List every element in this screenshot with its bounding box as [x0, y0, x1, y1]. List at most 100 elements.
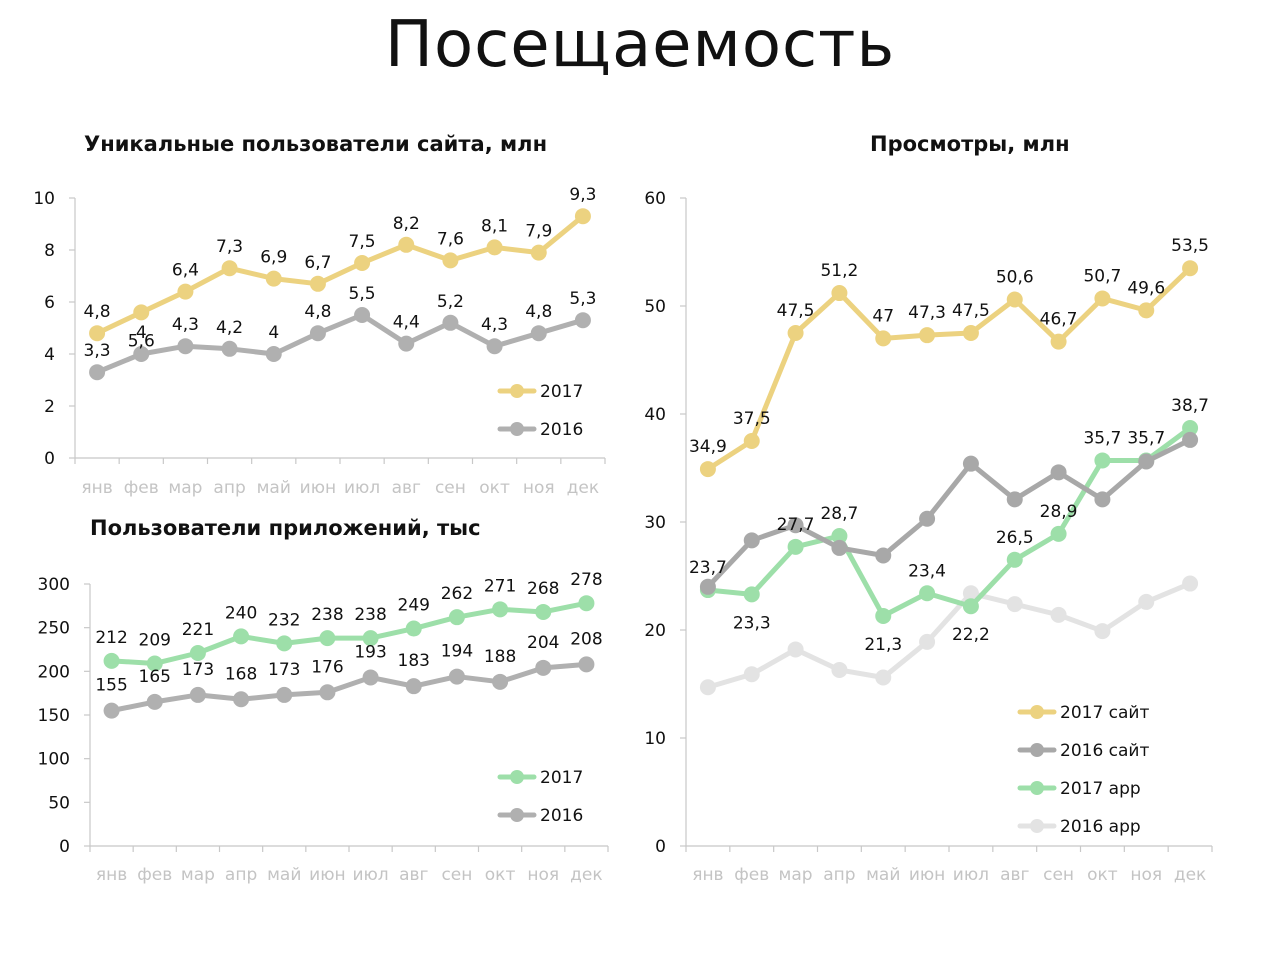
- app-x-tick-label: июл: [352, 865, 388, 885]
- site-data-label: 9,3: [569, 185, 596, 205]
- site-data-point: [133, 304, 150, 321]
- app-data-point: [233, 628, 250, 645]
- views-data-point: [787, 517, 804, 534]
- app-data-point: [233, 691, 250, 708]
- page-title: Посещаемость: [384, 8, 896, 82]
- site-data-label: 4,2: [216, 318, 243, 338]
- views-data-point: [919, 510, 936, 527]
- site-x-tick-label: мар: [168, 478, 202, 498]
- views-data-point: [875, 330, 892, 347]
- views-data-label: 47,3: [908, 303, 946, 323]
- views-data-point: [875, 607, 892, 624]
- views-x-tick-label: апр: [823, 865, 855, 885]
- views-data-label: 47,5: [777, 301, 815, 321]
- views-data-label: 27,7: [777, 515, 815, 535]
- site-data-label: 4,8: [84, 302, 111, 322]
- app-data-label: 204: [527, 633, 559, 653]
- views-x-tick-label: окт: [1087, 865, 1118, 885]
- site-data-label: 5,6: [128, 331, 155, 351]
- views-data-label: 37,5: [733, 409, 771, 429]
- views-data-label: 51,2: [820, 261, 858, 281]
- app-legend-swatch-dot: [510, 770, 524, 784]
- app-data-label: 278: [570, 570, 602, 590]
- views-data-point: [831, 528, 848, 545]
- views-data-label: 38,7: [1171, 396, 1209, 416]
- app-data-label: 232: [268, 610, 300, 630]
- views-data-label: 21,3: [864, 635, 902, 655]
- app-data-point: [103, 652, 120, 669]
- app-data-label: 209: [139, 630, 171, 650]
- site-data-label: 8,2: [393, 214, 420, 234]
- site-data-point: [486, 239, 503, 256]
- site-data-label: 5,3: [569, 289, 596, 309]
- site-series-line: [94, 213, 586, 336]
- app-data-label: 194: [441, 642, 473, 662]
- app-x-tick-label: мар: [181, 865, 215, 885]
- views-data-point: [1006, 291, 1023, 308]
- views-data-point: [787, 325, 804, 341]
- views-y-tick-label: 20: [644, 621, 666, 641]
- site-x-tick-label: окт: [479, 478, 510, 498]
- views-y-tick-label: 50: [644, 297, 666, 317]
- views-legend-label: 2017 app: [1060, 779, 1141, 799]
- views-legend-label: 2017 сайт: [1060, 703, 1149, 723]
- app-x-tick-label: сен: [441, 865, 472, 885]
- views-x-tick-label: янв: [692, 865, 723, 885]
- app-data-point: [405, 620, 422, 637]
- site-data-point: [265, 346, 282, 362]
- views-data-label: 47: [872, 306, 894, 326]
- site-data-point: [265, 270, 282, 287]
- chart-title-app: Пользователи приложений, тыс: [90, 516, 481, 540]
- site-data-point: [354, 255, 371, 271]
- site-data-label: 4,8: [525, 302, 552, 322]
- site-data-label: 5,5: [349, 284, 376, 304]
- app-data-point: [189, 686, 206, 703]
- views-data-label: 23,4: [908, 561, 946, 581]
- site-data-point: [574, 208, 591, 225]
- app-data-point: [319, 630, 336, 647]
- views-x-tick-label: май: [866, 865, 900, 885]
- views-data-label: 35,7: [1127, 428, 1165, 448]
- views-data-label: 35,7: [1083, 428, 1121, 448]
- site-x-tick-label: авг: [392, 478, 421, 498]
- app-data-point: [578, 595, 595, 612]
- site-data-label: 6,9: [260, 248, 287, 268]
- app-x-tick-label: ноя: [527, 865, 559, 885]
- app-x-tick-label: дек: [570, 865, 602, 885]
- site-x-tick-label: апр: [213, 478, 245, 498]
- site-data-point: [398, 335, 415, 352]
- views-x-tick-label: дек: [1174, 865, 1206, 885]
- app-x-tick-label: янв: [96, 865, 127, 885]
- views-data-label: 26,5: [996, 528, 1034, 548]
- views-data-point: [1050, 606, 1067, 623]
- app-data-label: 212: [95, 628, 127, 648]
- views-data-point: [787, 538, 804, 555]
- app-data-point: [448, 668, 465, 685]
- site-data-point: [133, 346, 150, 362]
- views-data-point: [1006, 596, 1023, 613]
- app-data-label: 221: [182, 620, 214, 640]
- app-y-tick-label: 0: [59, 837, 70, 857]
- app-data-label: 262: [441, 584, 473, 604]
- site-data-point: [89, 364, 106, 381]
- views-data-point: [1006, 551, 1023, 568]
- views-data-point: [1094, 452, 1111, 469]
- views-x-tick-label: фев: [734, 865, 769, 885]
- site-data-label: 4,4: [393, 313, 420, 333]
- site-data-label: 4,8: [304, 302, 331, 322]
- views-data-point: [743, 586, 760, 603]
- app-data-label: 176: [311, 657, 343, 677]
- app-data-label: 165: [139, 667, 171, 687]
- app-x-tick-label: авг: [399, 865, 428, 885]
- views-data-point: [743, 433, 760, 449]
- app-data-point: [535, 659, 552, 676]
- app-data-point: [362, 669, 379, 686]
- views-data-point: [1182, 260, 1199, 277]
- views-y-tick-label: 10: [644, 729, 666, 749]
- site-data-point: [574, 312, 591, 329]
- app-data-label: 188: [484, 647, 516, 667]
- app-data-point: [276, 686, 293, 703]
- site-legend-label: 2016: [540, 420, 583, 440]
- views-data-label: 23,7: [689, 558, 727, 578]
- views-data-label: 34,9: [689, 437, 727, 457]
